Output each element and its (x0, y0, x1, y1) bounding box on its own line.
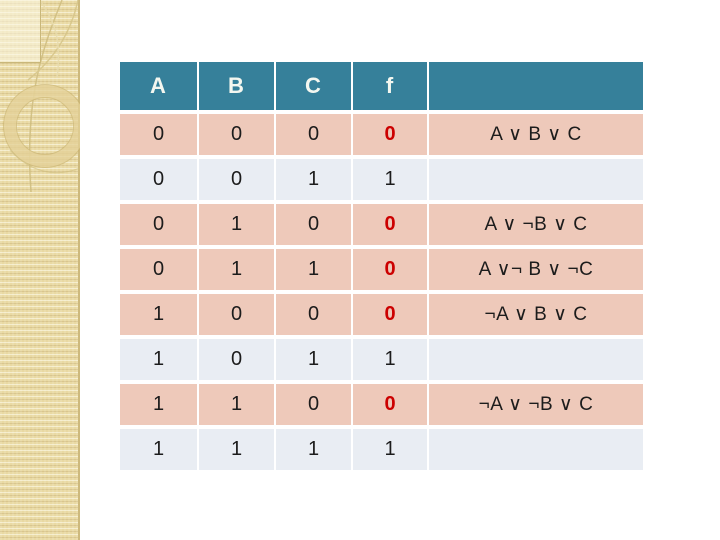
truth-table: A B C f 0 0 0 0 A ∨ B ∨ C 0 0 1 1 0 1 0 … (120, 62, 643, 470)
clause-cell (429, 429, 643, 470)
cell-f: 1 (353, 429, 427, 470)
cell-b: 1 (199, 204, 274, 245)
ring-outer-outline (3, 84, 80, 168)
cell-a: 1 (120, 339, 197, 380)
clause-cell (429, 339, 643, 380)
cell-f: 0 (353, 204, 427, 245)
clause-cell: ¬A ∨ ¬B ∨ C (429, 384, 643, 425)
corner-square-decoration (0, 0, 41, 63)
column-header-b: B (199, 62, 274, 110)
cell-f: 0 (353, 294, 427, 335)
cell-a: 1 (120, 429, 197, 470)
cell-f: 1 (353, 339, 427, 380)
cell-c: 0 (276, 204, 351, 245)
cell-a: 0 (120, 204, 197, 245)
cell-b: 1 (199, 429, 274, 470)
cell-a: 1 (120, 384, 197, 425)
clause-cell: A ∨ B ∨ C (429, 114, 643, 155)
cell-c: 1 (276, 159, 351, 200)
cell-b: 0 (199, 294, 274, 335)
ring-decoration (3, 84, 80, 168)
cell-a: 0 (120, 114, 197, 155)
cell-a: 1 (120, 294, 197, 335)
column-header-a: A (120, 62, 197, 110)
leaf-edge-decoration (39, 0, 60, 79)
cell-b: 1 (199, 384, 274, 425)
cell-c: 1 (276, 339, 351, 380)
cell-f: 0 (353, 384, 427, 425)
cell-b: 0 (199, 114, 274, 155)
cell-b: 0 (199, 339, 274, 380)
clause-cell: ¬A ∨ B ∨ C (429, 294, 643, 335)
cell-a: 0 (120, 249, 197, 290)
cell-c: 0 (276, 384, 351, 425)
column-header-f: f (353, 62, 427, 110)
leaf-curve-decoration (27, 0, 79, 81)
cell-c: 0 (276, 294, 351, 335)
cell-f: 0 (353, 249, 427, 290)
column-header-c: C (276, 62, 351, 110)
cell-c: 1 (276, 249, 351, 290)
cell-f: 0 (353, 114, 427, 155)
cell-f: 1 (353, 159, 427, 200)
cell-c: 1 (276, 429, 351, 470)
clause-cell: A ∨¬ B ∨ ¬C (429, 249, 643, 290)
ring-inner-outline (16, 97, 74, 155)
cell-b: 0 (199, 159, 274, 200)
arc-decoration (9, 149, 80, 174)
clause-cell: A ∨ ¬B ∨ C (429, 204, 643, 245)
sidebar-decorations (3, 0, 80, 193)
cell-b: 1 (199, 249, 274, 290)
paper-texture-sidebar (0, 0, 80, 540)
column-header-clause (429, 62, 643, 110)
clause-cell (429, 159, 643, 200)
cell-c: 0 (276, 114, 351, 155)
cell-a: 0 (120, 159, 197, 200)
